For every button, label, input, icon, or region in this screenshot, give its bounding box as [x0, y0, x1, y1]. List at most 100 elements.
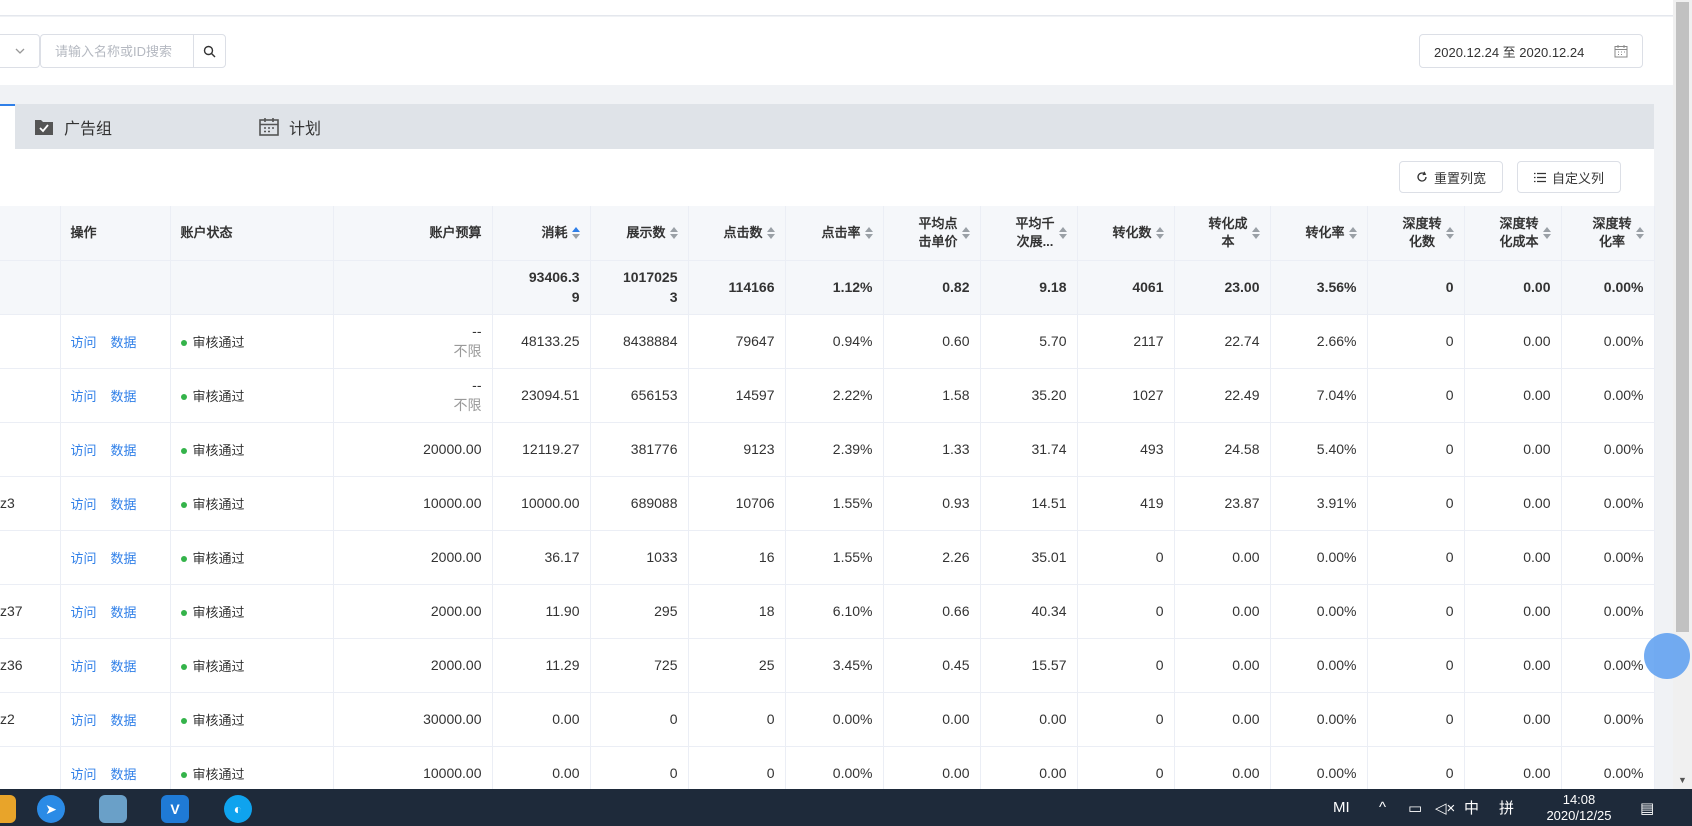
visit-link[interactable]: 访问	[70, 550, 97, 566]
custom-columns-label: 自定义列	[1552, 170, 1605, 186]
row-actions: 访问 数据	[60, 638, 171, 693]
row-name[interactable]	[0, 422, 61, 477]
row-conversions: 0	[1077, 530, 1175, 585]
row-name[interactable]: z37	[0, 584, 61, 639]
col-cpc[interactable]: 平均点 击单价	[883, 206, 981, 261]
row-cpc: 0.93	[883, 476, 981, 531]
date-range-picker[interactable]: 2020.12.24 至 2020.12.24	[1419, 34, 1643, 68]
visit-link[interactable]: 访问	[70, 604, 97, 620]
row-cvr: 2.66%	[1270, 314, 1368, 369]
sort-icon[interactable]	[766, 226, 775, 239]
browser-app-icon[interactable]: ◐	[224, 795, 252, 823]
row-name[interactable]	[0, 314, 61, 369]
sort-icon[interactable]	[669, 226, 678, 239]
type-select[interactable]	[0, 34, 40, 68]
row-name[interactable]	[0, 368, 61, 423]
col-cost[interactable]: 消耗	[492, 206, 591, 261]
col-deep[interactable]: 深度转 化数	[1367, 206, 1465, 261]
row-name[interactable]: z2	[0, 692, 61, 747]
vertical-scrollbar[interactable]: ▼	[1673, 0, 1692, 789]
visit-link[interactable]: 访问	[70, 388, 97, 404]
visit-link[interactable]: 访问	[70, 334, 97, 350]
row-deep-cost: 0.00	[1464, 692, 1562, 747]
visit-link[interactable]: 访问	[70, 442, 97, 458]
summary-row: 93406.3 9 1017025 3 114166 1.12% 0.82 9.18…	[0, 260, 1655, 315]
row-name[interactable]	[0, 530, 61, 585]
active-tab-fragment[interactable]	[0, 104, 15, 149]
folder-app-icon[interactable]	[0, 795, 16, 823]
visit-link[interactable]: 访问	[70, 766, 97, 782]
sort-icon[interactable]	[1445, 226, 1454, 239]
scroll-down-icon[interactable]: ▼	[1678, 775, 1687, 785]
row-name[interactable]: z3	[0, 476, 61, 531]
data-link[interactable]: 数据	[110, 712, 137, 728]
data-link[interactable]: 数据	[110, 766, 137, 782]
row-cpa: 0.00	[1174, 584, 1271, 639]
col-deep-rate[interactable]: 深度转 化率	[1561, 206, 1655, 261]
data-link[interactable]: 数据	[110, 388, 137, 404]
col-conversions[interactable]: 转化数	[1077, 206, 1175, 261]
row-deep: 0	[1367, 476, 1465, 531]
col-clicks[interactable]: 点击数	[688, 206, 786, 261]
search-input[interactable]	[40, 34, 194, 68]
col-cvr[interactable]: 转化率	[1270, 206, 1368, 261]
data-link[interactable]: 数据	[110, 442, 137, 458]
reset-columns-button[interactable]: 重置列宽	[1399, 161, 1504, 193]
row-deep-cost: 0.00	[1464, 530, 1562, 585]
feishu-app-icon[interactable]: ➤	[37, 795, 65, 823]
col-ctr[interactable]: 点击率	[785, 206, 884, 261]
ime-mode[interactable]: 拼	[1499, 800, 1515, 817]
tab-plan[interactable]: 计划	[259, 104, 321, 149]
tab-ad-group[interactable]: 广告组	[34, 104, 112, 149]
sort-icon[interactable]	[571, 226, 580, 239]
search-button[interactable]	[193, 34, 226, 68]
summary-cpa: 23.00	[1174, 260, 1271, 315]
clock[interactable]: 14:08 2020/12/25	[1539, 792, 1619, 824]
chevron-up-icon[interactable]: ^	[1379, 799, 1387, 816]
row-clicks: 9123	[688, 422, 786, 477]
sort-icon[interactable]	[1155, 226, 1164, 239]
row-ctr: 0.94%	[785, 314, 884, 369]
sort-icon[interactable]	[864, 226, 873, 239]
volume-icon[interactable]: ◁×	[1435, 799, 1456, 817]
summary-ctr: 1.12%	[785, 260, 884, 315]
data-link[interactable]: 数据	[110, 334, 137, 350]
row-cpm: 5.70	[980, 314, 1078, 369]
sort-icon[interactable]	[1348, 226, 1357, 239]
row-name[interactable]: z36	[0, 638, 61, 693]
reset-columns-label: 重置列宽	[1434, 170, 1487, 186]
custom-columns-button[interactable]: 自定义列	[1517, 161, 1622, 193]
visit-link[interactable]: 访问	[70, 658, 97, 674]
row-impressions: 8438884	[590, 314, 689, 369]
row-cpc: 2.26	[883, 530, 981, 585]
vs-app-icon[interactable]: V	[161, 795, 189, 823]
data-link[interactable]: 数据	[110, 604, 137, 620]
visit-link[interactable]: 访问	[70, 496, 97, 512]
col-impressions[interactable]: 展示数	[590, 206, 689, 261]
sort-icon[interactable]	[1058, 226, 1067, 239]
row-actions: 访问 数据	[60, 314, 171, 369]
summary-deep-rate: 0.00%	[1561, 260, 1655, 315]
table-row: z2 访问 数据 审核通过 30000.00 0.00 0 0 0.00% 0.00 0.00 0 0.…	[0, 692, 1655, 747]
data-table: 操作 账户状态 账户预算 消耗 展示数 点击数 点击率 平均点 击单价 平均千 次展…	[0, 206, 1655, 801]
sort-icon[interactable]	[1542, 226, 1551, 239]
col-cpm[interactable]: 平均千 次展...	[980, 206, 1078, 261]
notes-app-icon[interactable]	[99, 795, 127, 823]
sort-icon[interactable]	[1251, 226, 1260, 239]
col-status: 账户状态	[170, 206, 334, 261]
col-deep-cost[interactable]: 深度转 化成本	[1464, 206, 1562, 261]
mi-tray-icon[interactable]: MI	[1333, 799, 1350, 816]
data-link[interactable]: 数据	[110, 496, 137, 512]
visit-link[interactable]: 访问	[70, 712, 97, 728]
notification-icon[interactable]: ▤	[1640, 799, 1655, 817]
sort-icon[interactable]	[961, 226, 970, 239]
sort-icon[interactable]	[1635, 226, 1644, 239]
battery-icon[interactable]: ▭	[1408, 799, 1423, 817]
data-link[interactable]: 数据	[110, 550, 137, 566]
scrollbar-thumb[interactable]	[1676, 2, 1689, 632]
row-deep-rate: 0.00%	[1561, 530, 1655, 585]
ime-indicator[interactable]: 中	[1464, 800, 1480, 817]
floating-help-button[interactable]	[1644, 633, 1690, 679]
col-cpa[interactable]: 转化成本	[1174, 206, 1271, 261]
data-link[interactable]: 数据	[110, 658, 137, 674]
